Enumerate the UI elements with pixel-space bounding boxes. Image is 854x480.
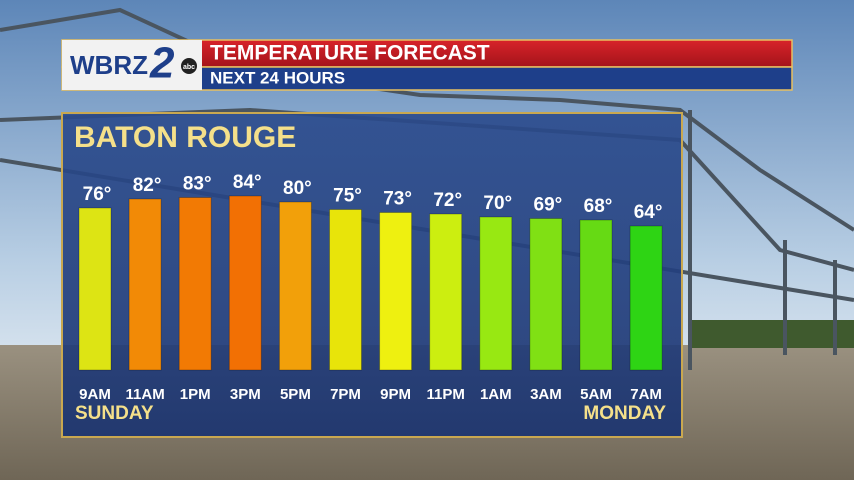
bar bbox=[629, 225, 663, 371]
x-tick-label: 9AM bbox=[79, 386, 111, 403]
chart-panel bbox=[61, 112, 683, 438]
bar bbox=[379, 212, 413, 371]
tree-line bbox=[690, 320, 854, 348]
logo-network: abc bbox=[183, 64, 195, 71]
x-tick-label: 11AM bbox=[126, 386, 165, 403]
value-label: 76° bbox=[83, 184, 112, 205]
location: BATON ROUGE bbox=[74, 121, 296, 154]
bar bbox=[278, 201, 312, 371]
logo-text: WBRZ bbox=[70, 50, 148, 80]
x-tick-label: 1PM bbox=[180, 386, 211, 403]
x-tick-label: 5PM bbox=[280, 386, 311, 403]
value-label: 69° bbox=[534, 195, 563, 216]
x-tick-label: 7AM bbox=[630, 386, 662, 403]
x-tick-label: 3AM bbox=[530, 386, 562, 403]
bar bbox=[78, 207, 112, 371]
value-label: 84° bbox=[233, 172, 262, 193]
logo-box bbox=[62, 40, 202, 90]
bar bbox=[579, 219, 613, 371]
logo-number: 2 bbox=[149, 39, 175, 88]
bar bbox=[178, 197, 212, 371]
value-label: 64° bbox=[634, 202, 663, 223]
chart-title: TEMPERATURE FORECAST bbox=[210, 42, 490, 65]
x-tick-label: 7PM bbox=[330, 386, 361, 403]
value-label: 82° bbox=[133, 175, 162, 196]
value-label: 68° bbox=[584, 196, 613, 217]
bar bbox=[479, 216, 513, 371]
value-label: 75° bbox=[333, 186, 362, 207]
x-tick-label: 1AM bbox=[480, 386, 512, 403]
bar bbox=[429, 213, 463, 371]
x-tick-label: 11PM bbox=[427, 386, 465, 403]
value-label: 70° bbox=[483, 193, 512, 214]
bar bbox=[128, 198, 162, 371]
day-label: MONDAY bbox=[583, 403, 666, 424]
bar bbox=[529, 218, 563, 371]
value-label: 80° bbox=[283, 178, 312, 199]
value-label: 73° bbox=[383, 189, 412, 210]
x-tick-label: 3PM bbox=[230, 386, 261, 403]
value-label: 83° bbox=[183, 174, 212, 195]
network-badge bbox=[181, 58, 197, 74]
x-tick-label: 9PM bbox=[380, 386, 411, 403]
bar bbox=[228, 195, 262, 371]
value-label: 72° bbox=[433, 190, 462, 211]
x-tick-label: 5AM bbox=[580, 386, 612, 403]
day-label: SUNDAY bbox=[75, 403, 154, 424]
chart-subtitle: NEXT 24 HOURS bbox=[210, 68, 345, 87]
bar bbox=[329, 209, 362, 371]
